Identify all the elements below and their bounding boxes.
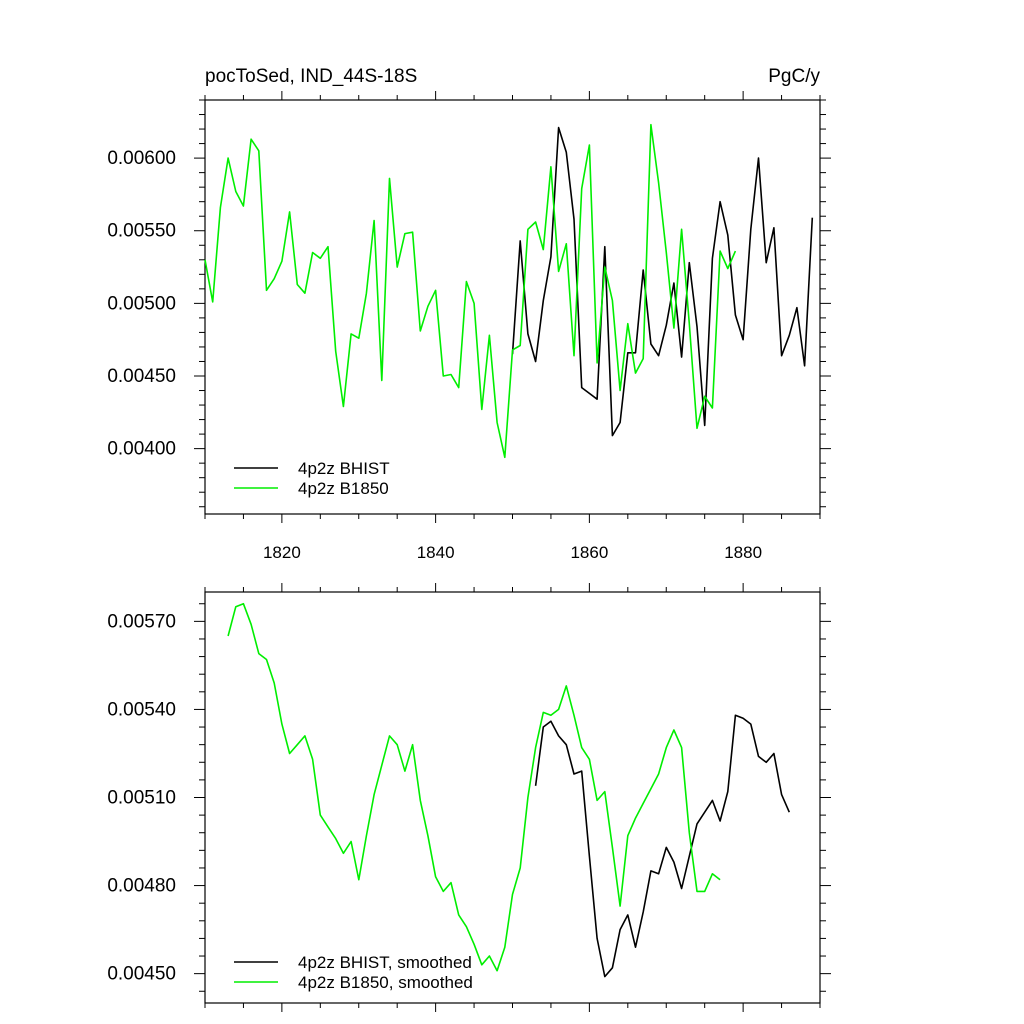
x-tick-label: 1860 xyxy=(570,543,608,562)
units-label: PgC/y xyxy=(768,66,820,87)
series-line-bhist xyxy=(511,126,814,437)
legend-label: 4p2z B1850 xyxy=(298,479,389,498)
chart-title: pocToSed, IND_44S-18S xyxy=(205,66,417,87)
series-line-b1850 xyxy=(227,602,721,972)
y-tick-label: 0.00600 xyxy=(107,148,176,169)
y-tick-label: 0.00570 xyxy=(107,611,176,632)
legend-label: 4p2z BHIST, smoothed xyxy=(298,953,472,972)
x-tick-label: 1840 xyxy=(417,543,455,562)
y-tick-label: 0.00450 xyxy=(107,964,176,985)
y-tick-label: 0.00480 xyxy=(107,876,176,897)
plot-frame xyxy=(204,591,821,1004)
x-tick-label: 1820 xyxy=(263,543,301,562)
x-tick-label: 1880 xyxy=(724,543,762,562)
y-tick-label: 0.00540 xyxy=(107,699,176,720)
y-tick-label: 0.00400 xyxy=(107,439,176,460)
legend-label: 4p2z B1850, smoothed xyxy=(298,973,473,992)
legend-label: 4p2z BHIST xyxy=(298,459,390,478)
bottom-panel: 0.00450 0.00480 0.00510 0.00540 0.00570 4p2z … xyxy=(107,583,831,1012)
y-tick-label: 0.00450 xyxy=(107,366,176,387)
series-line-bhist xyxy=(534,714,791,978)
plot-frame xyxy=(204,99,821,515)
y-tick-label: 0.00510 xyxy=(107,788,176,809)
series-line-b1850 xyxy=(204,123,737,459)
y-tick-label: 0.00550 xyxy=(107,221,176,242)
y-tick-label: 0.00500 xyxy=(107,293,176,314)
top-panel: pocToSed, IND_44S-18S PgC/y 1820 1840 1860… xyxy=(107,66,831,562)
